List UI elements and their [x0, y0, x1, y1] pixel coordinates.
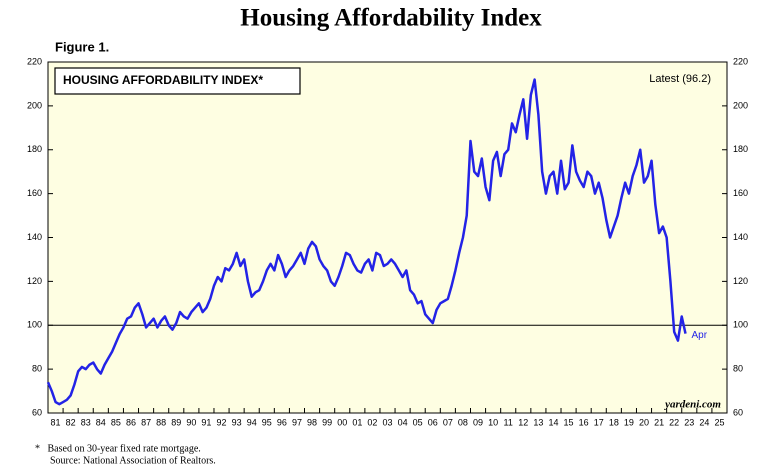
x-tick-label: 96: [277, 417, 287, 427]
y2-tick-label: 220: [733, 56, 748, 66]
x-tick-label: 89: [171, 417, 181, 427]
y-tick-label: 200: [27, 100, 42, 110]
x-tick-label: 86: [126, 417, 136, 427]
series-line: [46, 78, 687, 406]
y2-tick-label: 80: [733, 364, 743, 374]
x-tick-label: 19: [624, 417, 634, 427]
x-tick-label: 83: [81, 417, 91, 427]
x-tick-label: 14: [548, 417, 558, 427]
x-tick-label: 25: [714, 417, 724, 427]
y2-tick-label: 60: [733, 407, 743, 417]
y-tick-label: 60: [32, 407, 42, 417]
y2-tick-label: 100: [733, 320, 748, 330]
x-tick-label: 20: [639, 417, 649, 427]
x-tick-label: 00: [337, 417, 347, 427]
x-tick-label: 18: [609, 417, 619, 427]
y2-tick-label: 120: [733, 276, 748, 286]
x-tick-label: 04: [398, 417, 408, 427]
x-tick-label: 84: [96, 417, 106, 427]
latest-label: Latest (96.2): [649, 73, 711, 85]
footnote: * Based on 30-year fixed rate mortgage.: [35, 443, 201, 454]
x-tick-label: 22: [669, 417, 679, 427]
source-note: Source: National Association of Realtors…: [50, 455, 216, 466]
x-tick-label: 11: [504, 417, 513, 427]
legend-label: HOUSING AFFORDABILITY INDEX*: [63, 73, 263, 87]
x-tick-label: 91: [201, 417, 211, 427]
y-tick-label: 100: [27, 320, 42, 330]
x-tick-label: 93: [232, 417, 242, 427]
x-tick-label: 10: [488, 417, 498, 427]
watermark: yardeni.com: [663, 399, 721, 411]
x-tick-label: 92: [217, 417, 227, 427]
x-tick-label: 85: [111, 417, 121, 427]
x-tick-label: 95: [262, 417, 272, 427]
x-tick-label: 88: [156, 417, 166, 427]
y2-tick-label: 180: [733, 144, 748, 154]
figure-label: Figure 1.: [55, 39, 109, 54]
x-tick-label: 99: [322, 417, 332, 427]
x-tick-label: 97: [292, 417, 302, 427]
y-tick-label: 140: [27, 232, 42, 242]
legend-box: [54, 67, 301, 95]
x-tick-label: 17: [594, 417, 604, 427]
x-tick-label: 06: [428, 417, 438, 427]
y-tick-label: 180: [27, 144, 42, 154]
plot-background: [47, 61, 728, 414]
x-tick-label: 24: [699, 417, 709, 427]
chart-title: Housing Affordability Index: [240, 5, 542, 32]
x-tick-label: 03: [382, 417, 392, 427]
x-tick-label: 15: [564, 417, 574, 427]
x-tick-label: 09: [473, 417, 483, 427]
y2-tick-label: 200: [733, 100, 748, 110]
x-tick-label: 12: [518, 417, 528, 427]
y-tick-label: 120: [27, 276, 42, 286]
x-tick-label: 81: [51, 417, 61, 427]
x-tick-label: 90: [186, 417, 196, 427]
x-tick-label: 02: [367, 417, 377, 427]
y-tick-label: 160: [27, 188, 42, 198]
y2-tick-label: 140: [733, 232, 748, 242]
x-tick-label: 07: [443, 417, 453, 427]
x-tick-label: 08: [458, 417, 468, 427]
end-label: Apr: [692, 330, 708, 341]
x-tick-label: 87: [141, 417, 151, 427]
x-tick-label: 94: [247, 417, 257, 427]
y2-tick-label: 160: [733, 188, 748, 198]
x-tick-label: 16: [579, 417, 589, 427]
x-tick-label: 05: [413, 417, 423, 427]
x-tick-label: 98: [307, 417, 317, 427]
x-tick-label: 13: [533, 417, 543, 427]
x-tick-label: 01: [352, 417, 362, 427]
x-tick-label: 82: [66, 417, 76, 427]
x-tick-label: 21: [654, 417, 664, 427]
y-tick-label: 220: [27, 56, 42, 66]
x-tick-label: 23: [684, 417, 694, 427]
y-tick-label: 80: [32, 364, 42, 374]
